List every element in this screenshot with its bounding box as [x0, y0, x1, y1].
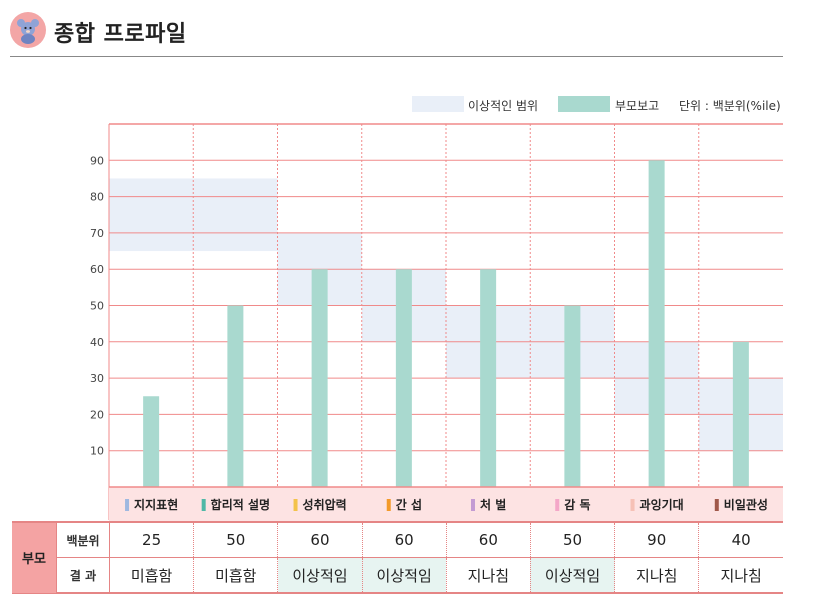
y-tick-label: 40	[90, 336, 104, 349]
percentile-cell: 60	[361, 521, 447, 558]
category-label: 과잉기대	[640, 497, 684, 512]
category-marker	[714, 499, 719, 511]
result-cell: 이상적임	[361, 557, 447, 594]
result-cell: 이상적임	[277, 557, 363, 594]
bear-icon	[10, 12, 46, 48]
page-title: 종합 프로파일	[54, 22, 187, 47]
category-band	[109, 487, 783, 521]
page-header: 종합 프로파일	[10, 10, 783, 58]
y-tick-label: 20	[90, 408, 104, 421]
percentile-row: 부모 백분위 25 50 60 60 60 50 90 40	[12, 521, 783, 594]
header-divider	[10, 56, 783, 57]
category-marker	[470, 499, 475, 511]
unit-label: 단위 : 백분위(%ile)	[679, 99, 781, 113]
result-cell: 지나침	[614, 557, 699, 594]
results-table: 부모 백분위 25 50 60 60 60 50 90 40 결 과 미흡함 미…	[12, 521, 783, 594]
percentile-cell: 60	[277, 521, 363, 558]
result-cell: 지나침	[698, 557, 783, 594]
result-cell: 이상적임	[529, 557, 615, 594]
chart-legend: 이상적인 범위 부모보고 단위 : 백분위(%ile)	[412, 96, 783, 114]
y-tick-label: 60	[90, 263, 104, 276]
category-marker	[386, 499, 391, 511]
row-label-percentile: 백분위	[56, 521, 110, 558]
category-label: 간 섭	[396, 497, 422, 512]
bar	[564, 305, 581, 487]
category-label: 성취압력	[303, 497, 347, 512]
ideal-range-band	[109, 178, 194, 252]
ideal-range-band	[193, 178, 278, 252]
legend-swatch-ideal	[412, 96, 464, 112]
group-label: 부모	[12, 521, 57, 594]
percentile-cell: 50	[193, 521, 278, 558]
category-marker	[293, 499, 298, 511]
category-marker	[201, 499, 206, 511]
result-row: 결 과 미흡함 미흡함 이상적임 이상적임 지나침 이상적임 지나침 지나침	[12, 557, 783, 594]
y-tick-label: 70	[90, 227, 104, 240]
bar	[480, 269, 497, 487]
percentile-cell: 25	[108, 521, 194, 558]
category-label: 합리적 설명	[211, 497, 270, 512]
y-tick-label: 10	[90, 445, 104, 458]
legend-label-parent: 부모보고	[615, 99, 660, 113]
percentile-cell: 50	[529, 521, 615, 558]
legend-swatch-parent	[558, 96, 610, 112]
legend-label-ideal: 이상적인 범위	[468, 99, 539, 113]
bar	[648, 160, 665, 488]
bar	[143, 396, 160, 487]
category-label: 지지표현	[134, 497, 178, 512]
percentile-cell: 40	[698, 521, 783, 558]
y-tick-label: 50	[90, 300, 104, 313]
bar	[311, 269, 328, 487]
category-marker	[125, 499, 130, 511]
y-tick-label: 90	[90, 154, 104, 167]
category-label: 처 벌	[480, 497, 506, 512]
result-cell: 지나침	[445, 557, 531, 594]
y-tick-label: 80	[90, 191, 104, 204]
percentile-cell: 60	[445, 521, 531, 558]
category-marker	[555, 499, 560, 511]
y-tick-label: 30	[90, 372, 104, 385]
percentile-cell: 90	[614, 521, 699, 558]
category-label: 비일관성	[724, 497, 768, 512]
category-label: 감 독	[564, 497, 590, 512]
category-marker	[630, 499, 635, 511]
result-cell: 미흡함	[193, 557, 278, 594]
bar	[395, 269, 412, 487]
result-cell: 미흡함	[108, 557, 194, 594]
bar	[227, 305, 244, 487]
bar	[732, 341, 749, 487]
row-label-result: 결 과	[56, 557, 110, 594]
